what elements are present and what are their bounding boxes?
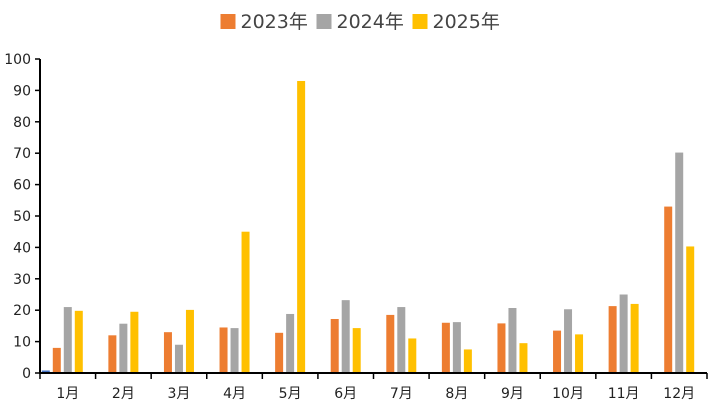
y-axis: 0 10 20 30 40 50 60 70 80 90 100	[4, 52, 41, 382]
bar-2023年-10月	[553, 330, 562, 373]
y-tick-label: 100	[4, 52, 31, 68]
x-tick-label: 11月	[608, 386, 640, 402]
x-tick-label: 9月	[501, 386, 524, 402]
y-tick-label: 40	[13, 240, 31, 256]
y-tick-label: 70	[13, 146, 31, 162]
bar-2025年-5月	[297, 80, 306, 373]
y-tick-label: 90	[13, 83, 31, 99]
bar-2025年-11月	[630, 303, 639, 373]
x-tick-label: 1月	[56, 386, 79, 402]
bar-2024年-12月	[675, 152, 684, 373]
bar-2024年-7月	[397, 307, 406, 373]
bar-2025年-7月	[408, 338, 417, 373]
y-tick-label: 60	[13, 178, 31, 194]
legend-label: 2023年	[241, 11, 308, 33]
bar-2025年-3月	[185, 309, 194, 373]
y-tick-label: 30	[13, 272, 31, 288]
y-tick-label: 50	[13, 209, 31, 225]
legend-label: 2025年	[433, 11, 500, 33]
x-tick-label: 3月	[167, 386, 190, 402]
y-tick-label: 0	[22, 366, 31, 382]
bar-2025年-8月	[463, 349, 472, 373]
x-tick-label: 5月	[279, 386, 302, 402]
bar-2025年-4月	[241, 231, 250, 373]
bar-2025年-6月	[352, 328, 361, 373]
bars	[41, 80, 695, 373]
legend: 2023年 2024年 2025年	[220, 11, 500, 33]
legend-swatch-2023年	[220, 14, 236, 29]
bar-extra-1月	[41, 370, 50, 373]
bar-2024年-11月	[619, 294, 628, 373]
bar-2025年-10月	[575, 334, 584, 373]
bar-2024年-5月	[286, 313, 295, 373]
bar-2024年-6月	[341, 300, 350, 373]
bar-2023年-8月	[441, 322, 450, 373]
bar-2024年-1月	[63, 307, 72, 373]
legend-swatch-2024年	[316, 14, 332, 29]
bar-2023年-6月	[330, 318, 339, 373]
bar-2023年-1月	[52, 347, 61, 373]
bar-2023年-2月	[108, 335, 117, 373]
bar-2024年-8月	[452, 322, 461, 373]
x-tick-label: 7月	[390, 386, 413, 402]
bar-2023年-9月	[497, 323, 506, 373]
bar-2023年-11月	[608, 306, 617, 373]
bar-2023年-5月	[275, 332, 284, 373]
bar-2023年-3月	[163, 332, 172, 373]
x-axis: 1月 2月 3月 4月 5月 6月 7月 8月 9月 10月 11月 12月	[39, 372, 708, 402]
x-tick-label: 10月	[552, 386, 584, 402]
y-tick-label: 80	[13, 115, 31, 131]
bar-2024年-2月	[119, 323, 128, 373]
bar-2024年-9月	[508, 308, 517, 373]
bar-2023年-7月	[386, 314, 395, 373]
x-tick-label: 6月	[334, 386, 357, 402]
bar-2023年-12月	[664, 206, 673, 373]
bar-2024年-3月	[174, 344, 183, 373]
x-tick-label: 8月	[445, 386, 468, 402]
y-tick-label: 10	[13, 335, 31, 351]
bar-2024年-10月	[564, 309, 573, 373]
bar-2024年-4月	[230, 328, 239, 373]
bar-2025年-12月	[686, 246, 695, 373]
bar-2025年-9月	[519, 343, 528, 373]
legend-swatch-2025年	[412, 14, 428, 29]
legend-label: 2024年	[337, 11, 404, 33]
bar-2025年-2月	[130, 311, 139, 373]
y-tick-label: 20	[13, 303, 31, 319]
x-tick-label: 2月	[112, 386, 135, 402]
x-tick-label: 12月	[663, 386, 695, 402]
bar-2025年-1月	[74, 310, 83, 373]
bar-2023年-4月	[219, 327, 228, 373]
x-tick-label: 4月	[223, 386, 246, 402]
